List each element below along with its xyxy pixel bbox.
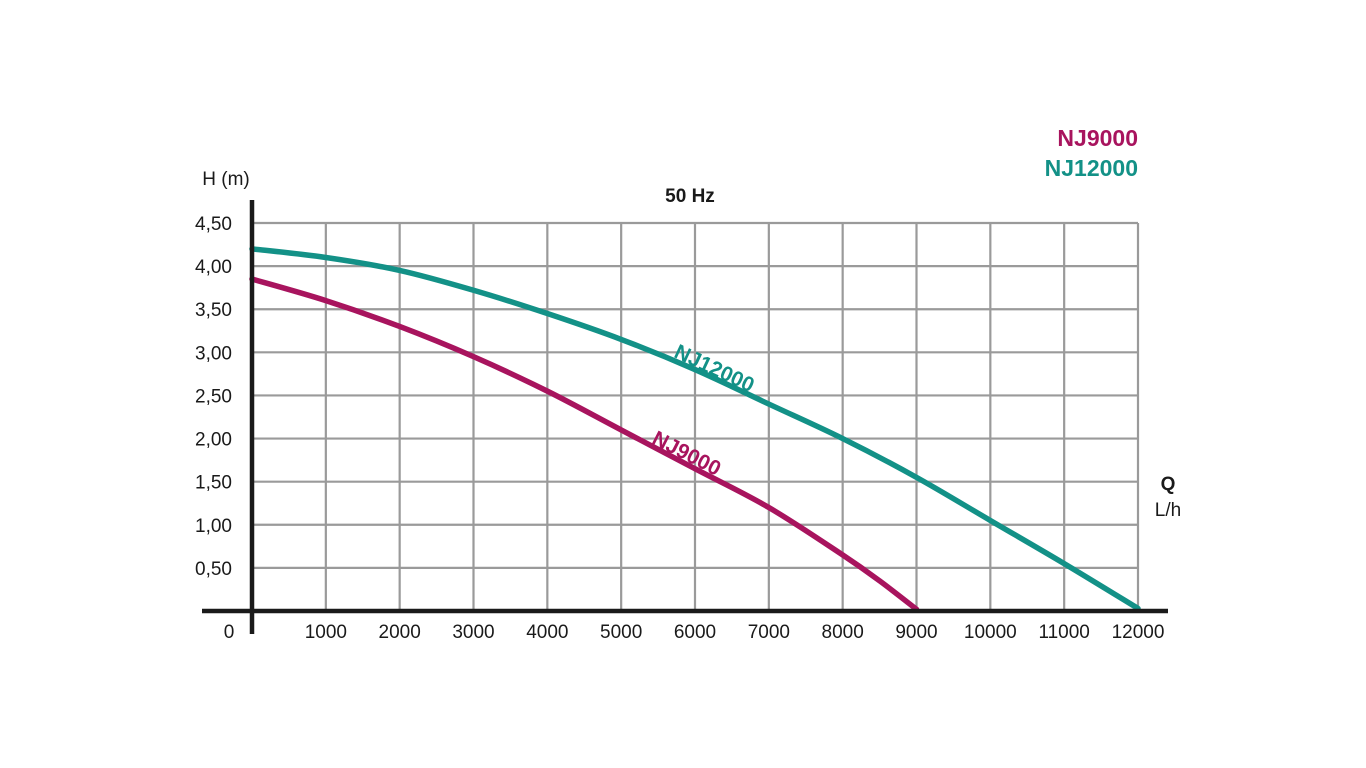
- y-tick-label-0,50: 0,50: [195, 559, 232, 580]
- x-tick-label-7000: 7000: [748, 622, 790, 643]
- series-line-nj9000: [249, 276, 920, 613]
- x-tick-label-10000: 10000: [964, 622, 1017, 643]
- x-tick-label-9000: 9000: [895, 622, 937, 643]
- x-tick-label-5000: 5000: [600, 622, 642, 643]
- chart-tick-labels: 1000 2000 3000 4000 5000 6000 7000 8000 9000 1000…: [195, 214, 1164, 643]
- x-axis-unit: L/h: [1155, 500, 1181, 521]
- x-tick-label-12000: 12000: [1112, 622, 1165, 643]
- x-tick-label-3000: 3000: [452, 622, 494, 643]
- x-tick-label-11000: 11000: [1038, 622, 1089, 643]
- x-axis-title: Q: [1161, 474, 1176, 495]
- legend-entry-nj9000: NJ9000: [1057, 125, 1138, 151]
- x-tick-label-6000: 6000: [674, 622, 716, 643]
- y-tick-label-2,50: 2,50: [195, 386, 232, 407]
- y-tick-label-2,00: 2,00: [195, 430, 232, 451]
- curve-label-nj12000: NJ12000: [671, 340, 758, 397]
- y-tick-label-4,00: 4,00: [195, 257, 232, 278]
- chart-axes: [202, 200, 1168, 634]
- origin-label: 0: [224, 622, 235, 643]
- y-tick-label-3,50: 3,50: [195, 300, 232, 321]
- y-tick-label-1,50: 1,50: [195, 473, 232, 494]
- chart-title: 50 Hz: [665, 186, 715, 207]
- legend-entry-nj12000: NJ12000: [1045, 155, 1138, 181]
- x-tick-label-4000: 4000: [526, 622, 568, 643]
- y-tick-label-4,50: 4,50: [195, 214, 232, 235]
- curve-label-nj9000: NJ9000: [648, 427, 724, 481]
- y-tick-label-1,00: 1,00: [195, 516, 232, 537]
- chart-grid: [252, 221, 1140, 611]
- x-tick-label-8000: 8000: [822, 622, 864, 643]
- series-line-nj12000: [249, 246, 1141, 612]
- y-axis-title: H (m): [202, 169, 249, 190]
- x-tick-label-1000: 1000: [305, 622, 347, 643]
- x-tick-label-2000: 2000: [379, 622, 421, 643]
- chart-legend: NJ9000 NJ12000: [1045, 125, 1138, 181]
- y-tick-label-3,00: 3,00: [195, 343, 232, 364]
